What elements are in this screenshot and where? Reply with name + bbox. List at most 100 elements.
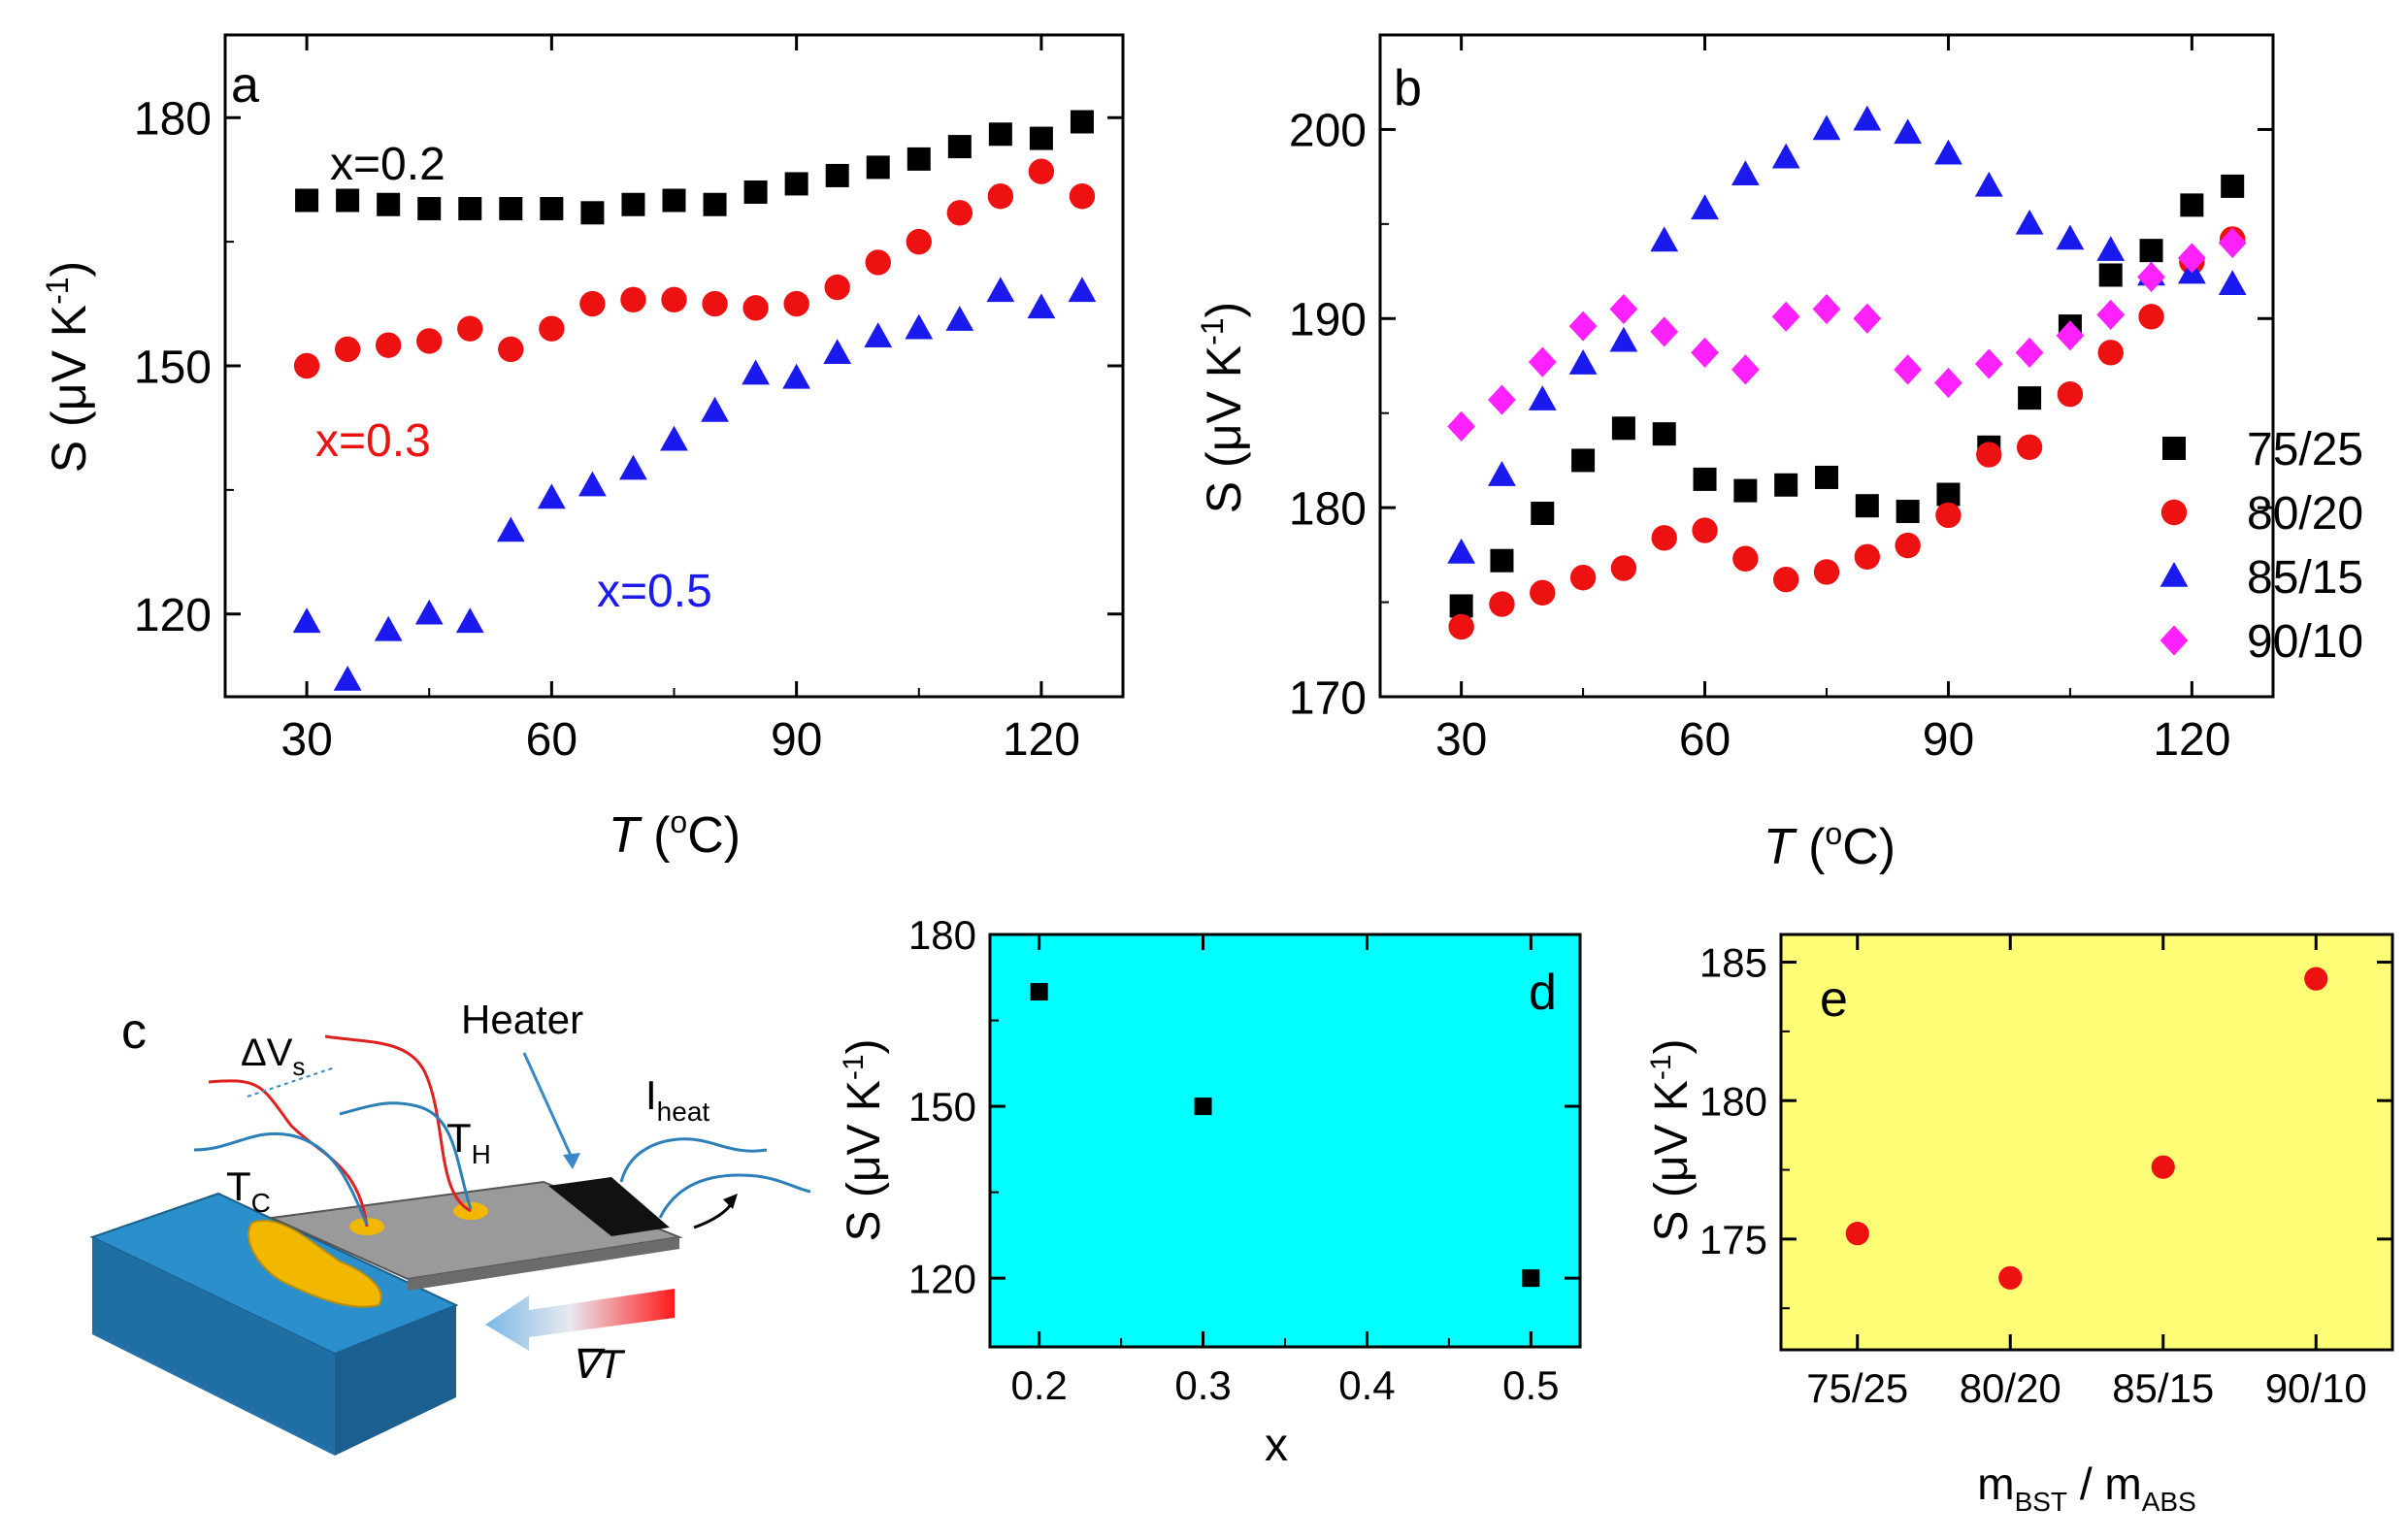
panel-a-point-series1 xyxy=(1069,183,1096,210)
x-tick-label: 0.2 xyxy=(1010,1362,1067,1408)
panel-a-point-series1 xyxy=(1028,158,1055,184)
x-tick-label: 120 xyxy=(2153,714,2230,766)
x-tick-label: 90/10 xyxy=(2265,1365,2367,1411)
cold-contact xyxy=(247,1220,382,1308)
panel-e-point xyxy=(2304,967,2328,991)
panel-e-x-axis-label: mBST / mABS xyxy=(1977,1458,2196,1517)
panel-c-schematic: c Heater ΔVs TH TC Iheat ∇T xyxy=(89,997,811,1456)
panel-b-point-series0 xyxy=(1611,416,1635,441)
panel-b-point-series1 xyxy=(1489,591,1515,617)
panel-b-y-axis-label: S (μV K-1) xyxy=(1195,302,1251,513)
panel-a-point-series2 xyxy=(701,396,729,422)
panel-a-point-series2 xyxy=(782,363,811,389)
y-tick-label: 170 xyxy=(1289,672,1367,724)
panel-a-x-axis-label: T (oC) xyxy=(609,804,741,864)
panel-e-point xyxy=(1998,1265,2023,1290)
panel-a-point-series0 xyxy=(377,192,401,216)
panel-b-marks xyxy=(1447,105,2247,640)
y-tick-label: 150 xyxy=(908,1084,976,1130)
panel-b-point-series2 xyxy=(1934,139,1962,165)
panel-b-point-series3 xyxy=(1609,293,1638,325)
panel-a-point-series2 xyxy=(333,665,362,691)
panel-b-point-series3 xyxy=(2137,261,2165,293)
panel-b-point-series2 xyxy=(1691,194,1719,220)
x-tick-label: 90 xyxy=(1923,714,1974,766)
x-tick-label: 60 xyxy=(526,714,577,766)
x-tick-label: 0.3 xyxy=(1174,1362,1231,1408)
panel-b-point-series2 xyxy=(1731,160,1760,185)
panel-b-point-series0 xyxy=(2018,386,2042,410)
panel-a-point-series0 xyxy=(499,197,523,221)
panel-b-point-series3 xyxy=(1731,354,1760,385)
panel-a-annotation-x02: x=0.2 xyxy=(330,139,445,190)
panel-a-point-series1 xyxy=(987,183,1014,210)
gradient-arrow xyxy=(485,1289,675,1351)
panel-b-point-series2 xyxy=(1974,171,2003,197)
panel-b-point-series3 xyxy=(1853,303,1882,334)
y-tick-label: 180 xyxy=(134,94,212,146)
panel-b-point-series3 xyxy=(1568,311,1598,342)
panel-b-point-series0 xyxy=(1449,594,1473,618)
panel-a-point-series0 xyxy=(703,192,727,216)
panel-d-plot-area xyxy=(988,933,1582,1349)
panel-a-point-series1 xyxy=(661,286,687,312)
panel-b-legend-marker-3 xyxy=(2160,625,2189,656)
panel-b-point-series2 xyxy=(2096,236,2126,261)
panel-b-legend-label-3: 90/10 xyxy=(2247,616,2363,668)
panel-b-point-series1 xyxy=(1772,566,1799,593)
panel-a-point-series2 xyxy=(1027,293,1056,319)
panel-a-point-series2 xyxy=(660,425,688,451)
panel-b-point-series3 xyxy=(2177,243,2206,274)
panel-b-point-series0 xyxy=(2098,263,2123,287)
panel-d-point xyxy=(1194,1098,1212,1116)
panel-a-point-series0 xyxy=(947,135,972,159)
panel-d-y-axis-label: S (μV K-1) xyxy=(838,1038,890,1241)
panel-b-plot-area xyxy=(1378,33,2275,699)
panel-a-point-series1 xyxy=(906,228,932,255)
panel-b-point-series3 xyxy=(2218,227,2247,258)
x-tick-label: 60 xyxy=(1679,714,1731,766)
panel-b-point-series2 xyxy=(1609,326,1638,352)
panel-e-ticks: 75/25 80/20 85/15 90/10 175 180 185 xyxy=(1699,934,2392,1411)
y-tick-label: 120 xyxy=(908,1256,976,1301)
panel-b-point-series1 xyxy=(1976,442,2002,468)
voltage-wire-left xyxy=(208,1079,369,1228)
panel-b-point-series3 xyxy=(2096,299,2126,330)
heater-pointer xyxy=(522,1052,575,1161)
panel-b-point-series1 xyxy=(1854,543,1881,571)
panel-e-point xyxy=(2151,1155,2175,1179)
panel-b-point-series0 xyxy=(1855,494,1879,518)
panel-a-point-series0 xyxy=(1070,110,1094,134)
panel-a-point-series0 xyxy=(621,192,645,216)
panel-a-ticks: 30 60 90 120 120 150 180 xyxy=(134,35,1123,766)
panel-b-point-series0 xyxy=(1693,467,1717,491)
y-tick-label: 150 xyxy=(134,342,212,393)
panel-b-point-series1 xyxy=(1569,565,1597,591)
panel-a-letter: a xyxy=(231,57,259,114)
x-tick-label: 85/15 xyxy=(2112,1365,2214,1411)
panel-a-point-series2 xyxy=(292,607,321,634)
panel-a-plot-area xyxy=(223,33,1125,699)
panel-b-point-series3 xyxy=(1691,337,1719,368)
heater-pointer-head xyxy=(563,1153,580,1169)
substrate-block-front xyxy=(92,1237,335,1456)
heater-wire-2 xyxy=(658,1173,811,1219)
panel-a-point-series0 xyxy=(295,188,319,213)
panel-a-point-series1 xyxy=(539,315,565,342)
panel-b-point-series3 xyxy=(1488,384,1516,415)
panel-b-point-series2 xyxy=(1447,538,1476,564)
x-tick-label: 30 xyxy=(1435,714,1487,766)
panel-b-legend-label-2: 85/15 xyxy=(2247,552,2363,604)
panel-a-y-axis-label: S (μV K-1) xyxy=(40,261,96,473)
panel-e-letter: e xyxy=(1820,971,1848,1028)
panel-b-legend-marker-2 xyxy=(2160,562,2189,587)
panel-d-x-axis-label: x xyxy=(1265,1420,1288,1471)
panel-a-point-series2 xyxy=(619,454,647,480)
panel-a-point-series1 xyxy=(375,332,402,358)
panel-b-point-series2 xyxy=(1771,143,1800,169)
heater-label: Heater xyxy=(461,997,583,1042)
x-tick-label: 0.4 xyxy=(1338,1362,1395,1408)
panel-a-point-series1 xyxy=(865,249,891,276)
panel-b-legend-label-1: 80/20 xyxy=(2247,488,2363,540)
